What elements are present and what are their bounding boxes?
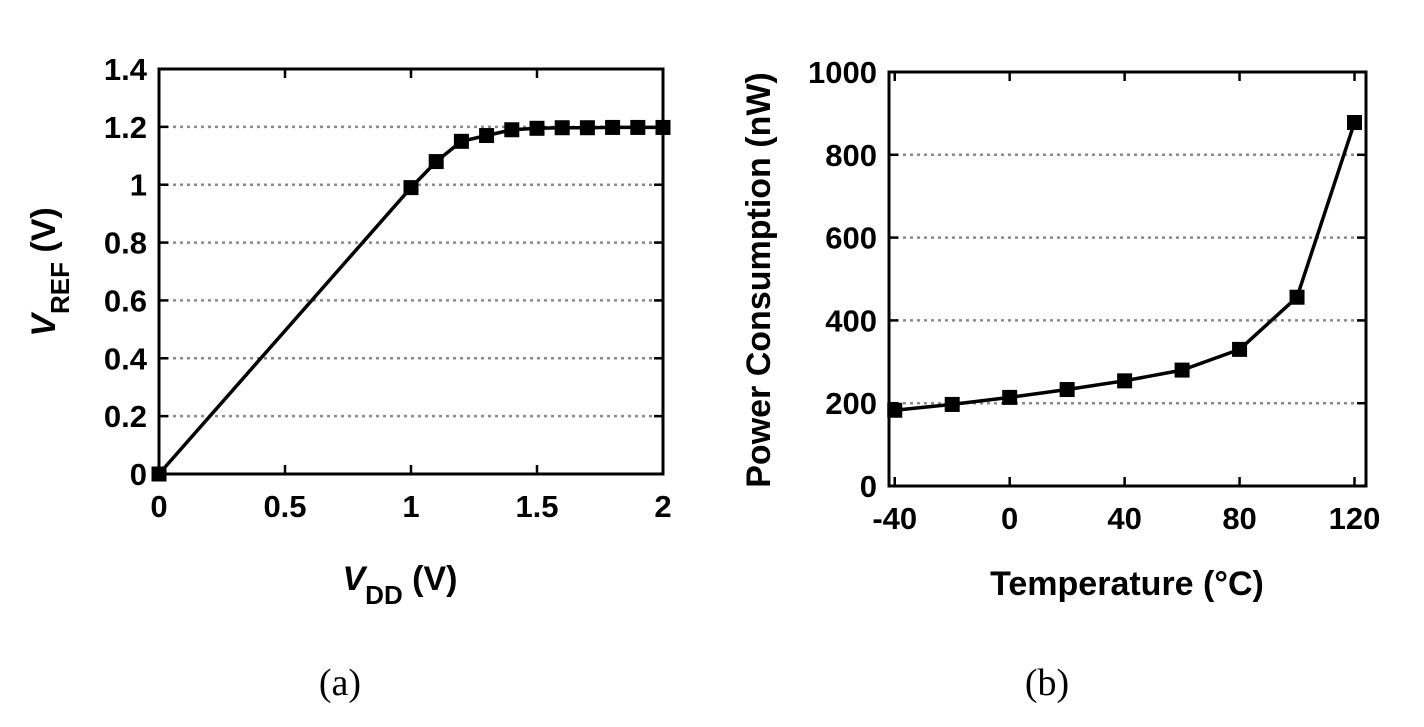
y-tick-label: 1: [130, 168, 147, 203]
x-axis-title: Temperature (°C): [990, 565, 1264, 603]
x-tick-label: 1.5: [515, 489, 558, 524]
y-tick-label: 0.8: [104, 226, 147, 261]
data-point: [529, 120, 545, 136]
data-point: [428, 154, 444, 170]
y-tick-label: 0: [860, 469, 877, 504]
y-tick-label: 1.4: [104, 52, 148, 87]
x-axis-title: VDD (V): [342, 560, 457, 610]
x-tick-label: 2: [654, 489, 671, 524]
figure-caption: (a): [319, 662, 361, 704]
data-point: [655, 119, 671, 135]
y-axis-title-unit: (V): [25, 207, 63, 262]
x-tick-label: -40: [872, 501, 917, 536]
data-point: [1174, 362, 1190, 378]
x-tick-label: 1: [402, 489, 419, 524]
y-tick-label: 1000: [808, 55, 877, 90]
plot-frame: [887, 70, 1368, 488]
data-point: [1002, 389, 1018, 405]
data-point: [605, 119, 621, 135]
data-point: [453, 133, 469, 149]
x-tick-label: 120: [1329, 501, 1381, 536]
y-tick-label: 0.6: [104, 283, 147, 318]
data-point: [887, 402, 903, 418]
data-point: [1117, 373, 1133, 389]
x-tick-label: 40: [1107, 501, 1141, 536]
series-line: [894, 121, 1357, 412]
y-tick-label: 1.2: [104, 110, 147, 145]
x-tick-label: 0.5: [263, 489, 306, 524]
data-point: [1289, 289, 1305, 305]
data-point: [403, 180, 419, 196]
x-axis-title-main: V: [342, 560, 368, 598]
y-tick-label: 200: [825, 386, 877, 421]
y-tick-label: 0.4: [104, 341, 148, 376]
data-point: [554, 120, 570, 136]
y-tick-label: 600: [825, 221, 877, 256]
y-axis-title-sub: REF: [45, 262, 75, 314]
y-tick-label: 0.2: [104, 399, 147, 434]
figure-caption: (b): [1025, 662, 1069, 704]
data-point: [1059, 382, 1075, 398]
x-tick-label: 0: [1001, 501, 1018, 536]
data-point: [630, 119, 646, 135]
x-axis-title-sub: DD: [365, 580, 403, 610]
data-point: [1232, 341, 1248, 357]
data-point: [151, 466, 167, 482]
x-axis-title-main: Temperature (°C): [990, 565, 1264, 603]
x-tick-label: 0: [150, 489, 167, 524]
data-point: [579, 120, 595, 136]
y-tick-label: 800: [825, 138, 877, 173]
y-axis-title-main: Power Consumption (nW): [740, 72, 778, 488]
x-axis-title-unit: (V): [403, 560, 458, 598]
data-point: [944, 396, 960, 412]
y-axis-title-main: V: [25, 311, 63, 337]
y-tick-label: 400: [825, 303, 877, 338]
data-point: [504, 122, 520, 138]
data-point: [1347, 115, 1363, 131]
data-point: [479, 128, 495, 144]
y-axis-title: Power Consumption (nW): [740, 72, 778, 488]
y-tick-label: 0: [130, 457, 147, 492]
x-tick-label: 80: [1222, 501, 1256, 536]
y-axis-title: VREF (V): [25, 207, 75, 336]
